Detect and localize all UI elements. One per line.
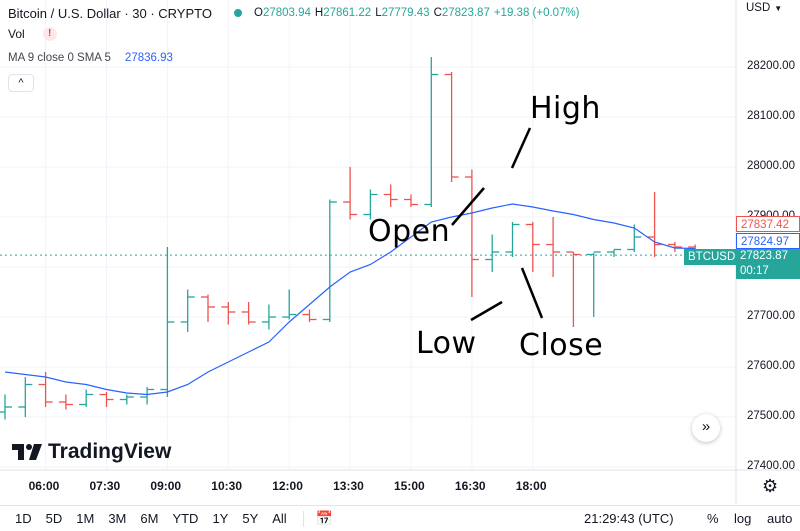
brand-name: TradingView bbox=[48, 440, 172, 463]
range-6m[interactable]: 6M bbox=[140, 511, 159, 526]
range-1m[interactable]: 1M bbox=[76, 511, 95, 526]
annotation-high: High bbox=[530, 91, 601, 126]
annotation-close: Close bbox=[519, 328, 604, 363]
ohlc-high: H27861.22 bbox=[314, 7, 372, 19]
price-change: +19.38 (+0.07%) bbox=[493, 7, 580, 19]
annotation-pointer bbox=[451, 187, 485, 226]
chevron-up-icon: ^ bbox=[18, 77, 24, 89]
price-tick-label: 27500.00 bbox=[747, 410, 795, 422]
ohlc-low: L27779.43 bbox=[375, 7, 430, 19]
price-tick-label: 28100.00 bbox=[747, 110, 795, 122]
time-tick-label: 16:30 bbox=[454, 479, 486, 493]
time-tick-label: 07:30 bbox=[89, 479, 121, 493]
chart-legend: Bitcoin / U.S. Dollar · 30 · CRYPTO O278… bbox=[8, 4, 584, 22]
chevron-down-icon: ▼ bbox=[774, 3, 783, 13]
time-tick-label: 13:30 bbox=[333, 479, 364, 493]
ohlc-open: O27803.94 bbox=[253, 7, 311, 19]
time-tick-label: 15:00 bbox=[394, 479, 425, 493]
annotation-pointer bbox=[470, 300, 503, 322]
ohlc-close: C27823.87 bbox=[433, 7, 490, 19]
range-all[interactable]: All bbox=[272, 511, 287, 526]
currency-label: USD bbox=[746, 2, 771, 14]
range-1d[interactable]: 1D bbox=[15, 511, 32, 526]
range-3m[interactable]: 3M bbox=[108, 511, 127, 526]
warning-icon[interactable]: ! bbox=[42, 27, 57, 41]
ma-line bbox=[4, 203, 696, 396]
scroll-to-realtime-button[interactable]: » bbox=[692, 414, 720, 442]
ma-label[interactable]: MA 9 close 0 SMA 5 bbox=[8, 52, 111, 64]
tradingview-icon bbox=[12, 444, 42, 460]
symbol-tag: BTCUSD bbox=[684, 249, 740, 265]
collapse-legend-button[interactable]: ^ bbox=[8, 74, 34, 92]
auto-scale-toggle[interactable]: auto bbox=[767, 511, 793, 526]
range-5d[interactable]: 5D bbox=[45, 511, 63, 526]
price-tick-label: 28000.00 bbox=[747, 160, 795, 172]
range-5y[interactable]: 5Y bbox=[242, 511, 259, 526]
ma-legend: MA 9 close 0 SMA 5 27836.93 bbox=[8, 52, 173, 64]
symbol-title[interactable]: Bitcoin / U.S. Dollar · 30 · CRYPTO bbox=[8, 5, 212, 21]
gear-icon: ⚙ bbox=[762, 476, 779, 496]
range-1y[interactable]: 1Y bbox=[212, 511, 229, 526]
volume-legend: Vol ! bbox=[8, 27, 57, 41]
current-price-value: 27823.87 bbox=[740, 250, 788, 262]
price-tick-label: 27400.00 bbox=[747, 460, 795, 472]
annotation-pointer bbox=[510, 127, 532, 169]
tradingview-logo[interactable]: TradingView bbox=[12, 440, 171, 464]
current-price-tag: 27823.87 00:17 bbox=[736, 249, 800, 279]
chart-settings-button[interactable]: ⚙ bbox=[762, 476, 778, 497]
bar-countdown: 00:17 bbox=[740, 265, 769, 277]
bottom-toolbar: 1D 5D 1M 3M 6M YTD 1Y 5Y All 📅 21:29:43 … bbox=[0, 505, 800, 531]
time-tick-label: 12:00 bbox=[272, 479, 303, 493]
ma-value: 27836.93 bbox=[124, 52, 173, 64]
ma-price-tag: 27824.97 bbox=[736, 233, 800, 249]
price-tick-label: 28200.00 bbox=[747, 60, 795, 72]
price-tick-label: 27600.00 bbox=[747, 360, 795, 372]
utc-clock[interactable]: 21:29:43 (UTC) bbox=[584, 511, 674, 526]
volume-label[interactable]: Vol bbox=[8, 27, 25, 41]
toolbar-divider bbox=[302, 510, 304, 527]
double-chevron-right-icon: » bbox=[701, 418, 711, 435]
market-open-indicator bbox=[233, 9, 242, 17]
annotation-low: Low bbox=[416, 326, 477, 361]
annotation-pointer bbox=[520, 267, 544, 319]
log-scale-toggle[interactable]: log bbox=[734, 511, 752, 526]
time-tick-label: 06:00 bbox=[28, 479, 60, 493]
annotation-open: Open bbox=[368, 214, 451, 249]
last-price-tag: 27837.42 bbox=[736, 216, 800, 232]
range-ytd[interactable]: YTD bbox=[172, 511, 199, 526]
percent-scale-toggle[interactable]: % bbox=[707, 511, 719, 526]
time-tick-label: 10:30 bbox=[211, 479, 242, 493]
currency-button[interactable]: USD ▼ bbox=[746, 2, 782, 14]
date-range-icon[interactable]: 📅 bbox=[315, 510, 334, 526]
time-tick-label: 18:00 bbox=[515, 479, 547, 493]
price-tick-label: 27700.00 bbox=[747, 310, 795, 322]
time-tick-label: 09:00 bbox=[150, 479, 182, 493]
